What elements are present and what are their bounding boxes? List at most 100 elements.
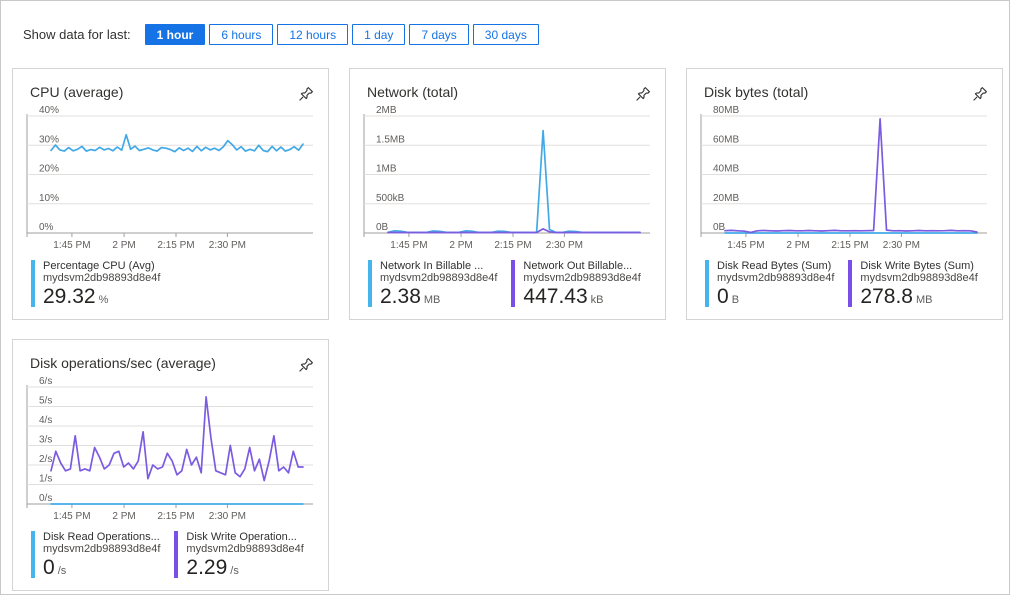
svg-text:1:45 PM: 1:45 PM — [53, 240, 90, 251]
time-range-button-7-days[interactable]: 7 days — [409, 24, 469, 45]
legend-disk-ops: Disk Read Operations... mydsvm2db98893d8e… — [13, 531, 328, 590]
svg-text:30%: 30% — [39, 134, 59, 145]
line-chart-disk-bytes[interactable]: 0B 20MB 40MB 60MB 80MB 1:45 PM 2 PM 2:15 PM 2:30… — [695, 106, 991, 258]
svg-text:2 PM: 2 PM — [112, 511, 135, 522]
legend-resource-name: mydsvm2db98893d8e4f — [186, 543, 304, 555]
legend-resource-name: mydsvm2db98893d8e4f — [523, 272, 641, 284]
svg-text:2 PM: 2 PM — [112, 240, 135, 251]
legend-text: Disk Read Bytes (Sum) mydsvm2db98893d8e4f… — [717, 260, 834, 309]
pin-icon[interactable] — [972, 86, 988, 102]
chart-title-disk-bytes: Disk bytes (total) — [704, 84, 809, 100]
svg-text:20%: 20% — [39, 164, 59, 175]
line-chart-disk-ops[interactable]: 0/s 1/s 2/s 3/s 4/s 5/s 6/s 1:45 PM 2 PM 2:15 PM 2… — [21, 377, 317, 529]
legend-unit: kB — [590, 294, 604, 306]
pin-icon[interactable] — [298, 357, 314, 373]
legend-value-row: 29.32% — [43, 285, 160, 309]
metric-card-disk-ops: Disk operations/sec (average) 0/s 1/s 2/s 3/… — [12, 339, 329, 591]
legend-value: 0 — [43, 556, 55, 579]
svg-text:1:45 PM: 1:45 PM — [390, 240, 427, 251]
time-range-button-12-hours[interactable]: 12 hours — [277, 24, 349, 45]
legend-color-bar — [174, 531, 179, 578]
legend-unit: /s — [230, 565, 239, 577]
time-range-group: 1 hour 6 hours 12 hours 1 day 7 days 30 days — [144, 24, 539, 45]
svg-text:2/s: 2/s — [39, 454, 52, 465]
legend-color-bar — [31, 531, 35, 578]
legend-item[interactable]: Network In Billable ... mydsvm2db98893d8e… — [368, 260, 497, 309]
card-header-cpu: CPU (average) — [13, 69, 328, 104]
line-chart-network[interactable]: 0B 500kB 1MB 1.5MB 2MB 1:45 PM 2 PM 2:15 PM 2:30… — [358, 106, 654, 258]
legend-value: 2.38 — [380, 285, 421, 308]
time-range-button-1-day[interactable]: 1 day — [352, 24, 406, 45]
legend-item[interactable]: Disk Read Operations... mydsvm2db98893d8e… — [31, 531, 160, 580]
pin-icon[interactable] — [635, 86, 651, 102]
metric-card-disk-bytes: Disk bytes (total) 0B 20MB 40MB 60MB 80MB 1:45… — [686, 68, 1003, 320]
time-range-button-1-hour[interactable]: 1 hour — [144, 24, 206, 45]
legend-value: 0 — [717, 285, 729, 308]
svg-text:2 PM: 2 PM — [786, 240, 809, 251]
legend-value-row: 2.38 MB — [380, 285, 497, 309]
legend-text: Disk Write Bytes (Sum) mydsvm2db98893d8e4… — [860, 260, 977, 309]
svg-text:2 PM: 2 PM — [449, 240, 472, 251]
legend-metric-name: Percentage CPU (Avg) — [43, 260, 155, 272]
legend-metric-name: Disk Write Bytes (Sum) — [860, 260, 974, 272]
legend-color-bar — [368, 260, 372, 307]
line-chart-cpu[interactable]: 0% 10% 20% 30% 40% 1:45 PM 2 PM 2:15 PM 2:30 PM — [21, 106, 317, 258]
svg-text:2MB: 2MB — [376, 106, 397, 116]
svg-text:2:15 PM: 2:15 PM — [831, 240, 868, 251]
svg-text:0B: 0B — [376, 222, 389, 233]
legend-network: Network In Billable ... mydsvm2db98893d8e… — [350, 260, 665, 319]
legend-item[interactable]: Disk Write Operation... mydsvm2db98893d8e… — [174, 531, 304, 580]
legend-metric-name: Network In Billable ... — [380, 260, 484, 272]
legend-metric-name: Disk Write Operation... — [186, 531, 297, 543]
card-header-disk-bytes: Disk bytes (total) — [687, 69, 1002, 104]
legend-metric-name: Disk Read Bytes (Sum) — [717, 260, 832, 272]
legend-text: Percentage CPU (Avg) mydsvm2db98893d8e4f 2… — [43, 260, 160, 309]
svg-text:0%: 0% — [39, 222, 54, 233]
legend-value: 278.8 — [860, 285, 913, 308]
legend-color-bar — [31, 260, 35, 307]
legend-resource-name: mydsvm2db98893d8e4f — [717, 272, 835, 284]
chart-title-cpu: CPU (average) — [30, 84, 124, 100]
legend-value: 2.29 — [186, 556, 228, 579]
legend-metric-name: Network Out Billable... — [523, 260, 633, 272]
legend-metric-name: Disk Read Operations... — [43, 531, 160, 543]
legend-item[interactable]: Network Out Billable... mydsvm2db98893d8e… — [511, 260, 641, 309]
svg-text:2:15 PM: 2:15 PM — [157, 240, 194, 251]
chart-title-disk-ops: Disk operations/sec (average) — [30, 355, 216, 371]
time-range-button-6-hours[interactable]: 6 hours — [209, 24, 274, 45]
legend-color-bar — [848, 260, 853, 307]
legend-item[interactable]: Percentage CPU (Avg) mydsvm2db98893d8e4f 2… — [31, 260, 160, 309]
svg-text:6/s: 6/s — [39, 377, 52, 387]
svg-text:2:30 PM: 2:30 PM — [546, 240, 583, 251]
legend-disk-bytes: Disk Read Bytes (Sum) mydsvm2db98893d8e4f… — [687, 260, 1002, 319]
svg-text:5/s: 5/s — [39, 396, 52, 407]
svg-text:1/s: 1/s — [39, 474, 52, 485]
legend-value: 447.43 — [523, 285, 588, 308]
svg-text:20MB: 20MB — [713, 193, 739, 204]
legend-cpu: Percentage CPU (Avg) mydsvm2db98893d8e4f 2… — [13, 260, 328, 319]
svg-text:2:15 PM: 2:15 PM — [157, 511, 194, 522]
time-range-label: Show data for last: — [23, 27, 131, 42]
svg-text:2:15 PM: 2:15 PM — [494, 240, 531, 251]
svg-text:10%: 10% — [39, 193, 59, 204]
legend-item[interactable]: Disk Write Bytes (Sum) mydsvm2db98893d8e4… — [848, 260, 978, 309]
svg-text:500kB: 500kB — [376, 193, 405, 204]
legend-value-row: 278.8 MB — [860, 285, 977, 309]
legend-resource-name: mydsvm2db98893d8e4f — [380, 272, 498, 284]
metric-card-cpu: CPU (average) 0% 10% 20% 30% 40% 1:45 PM 2 PM 2:… — [12, 68, 329, 320]
legend-value: 29.32 — [43, 285, 96, 308]
legend-unit: % — [98, 294, 109, 306]
svg-text:40MB: 40MB — [713, 164, 739, 175]
pin-icon[interactable] — [298, 86, 314, 102]
charts-grid: CPU (average) 0% 10% 20% 30% 40% 1:45 PM 2 PM 2:… — [1, 45, 1009, 591]
legend-color-bar — [511, 260, 516, 307]
time-range-button-30-days[interactable]: 30 days — [472, 24, 539, 45]
card-header-network: Network (total) — [350, 69, 665, 104]
svg-text:80MB: 80MB — [713, 106, 739, 116]
legend-text: Disk Write Operation... mydsvm2db98893d8e… — [186, 531, 303, 580]
legend-item[interactable]: Disk Read Bytes (Sum) mydsvm2db98893d8e4f… — [705, 260, 834, 309]
svg-text:60MB: 60MB — [713, 134, 739, 145]
legend-resource-name: mydsvm2db98893d8e4f — [860, 272, 978, 284]
